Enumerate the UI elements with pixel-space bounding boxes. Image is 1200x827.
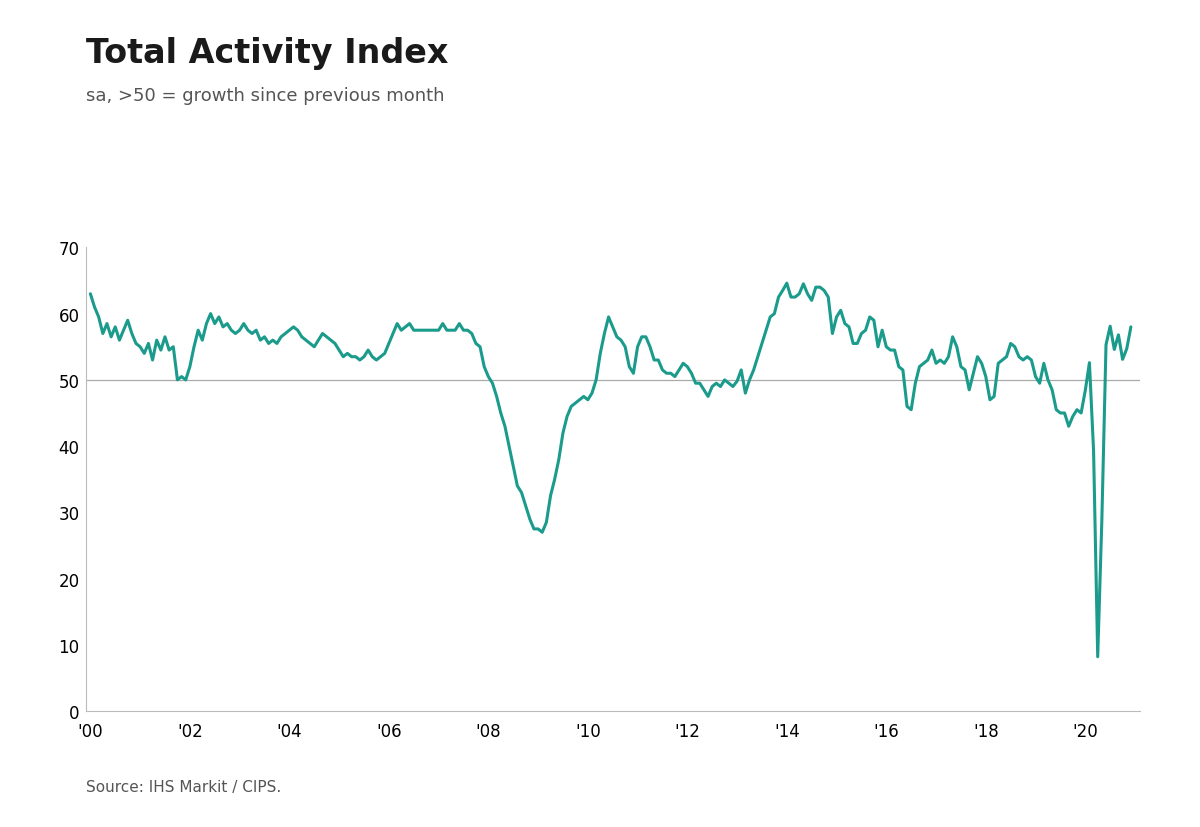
Text: Total Activity Index: Total Activity Index [86, 37, 449, 70]
Text: sa, >50 = growth since previous month: sa, >50 = growth since previous month [86, 87, 445, 105]
Text: Source: IHS Markit / CIPS.: Source: IHS Markit / CIPS. [86, 779, 282, 794]
